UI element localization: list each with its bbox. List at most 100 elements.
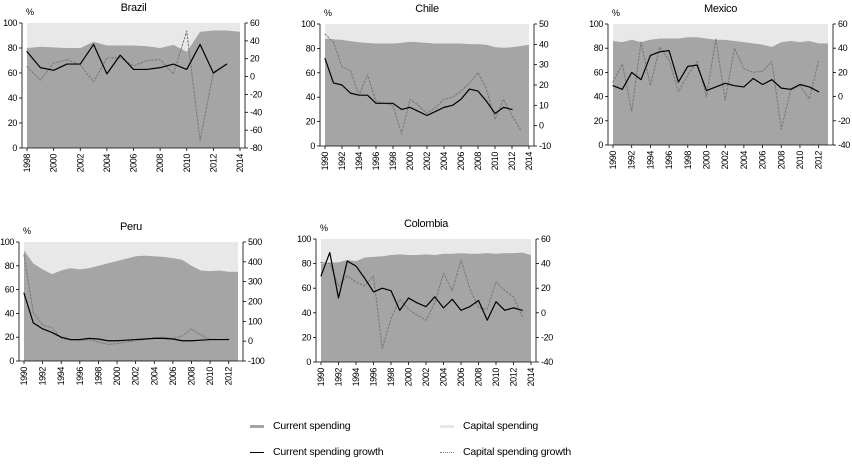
svg-text:100: 100 xyxy=(248,316,262,326)
svg-text:20: 20 xyxy=(541,283,551,293)
svg-text:2000: 2000 xyxy=(405,152,415,171)
svg-text:40: 40 xyxy=(541,259,551,269)
svg-text:0: 0 xyxy=(598,140,603,150)
svg-text:-10: -10 xyxy=(539,141,551,151)
svg-text:2014: 2014 xyxy=(526,368,536,387)
svg-text:20: 20 xyxy=(302,332,312,342)
svg-text:300: 300 xyxy=(248,277,262,287)
svg-text:0: 0 xyxy=(248,336,253,346)
svg-text:40: 40 xyxy=(306,92,316,102)
svg-text:2000: 2000 xyxy=(112,367,122,386)
svg-text:-20: -20 xyxy=(250,89,262,99)
svg-text:2004: 2004 xyxy=(102,154,112,173)
svg-text:20: 20 xyxy=(539,80,549,90)
svg-text:60: 60 xyxy=(8,68,18,78)
svg-text:80: 80 xyxy=(302,259,312,269)
svg-text:2000: 2000 xyxy=(49,154,59,173)
svg-text:20: 20 xyxy=(594,116,604,126)
current-spending-growth-line-marker xyxy=(250,451,264,453)
svg-text:1998: 1998 xyxy=(683,151,693,170)
legend-item-current-spending: Current spending xyxy=(250,420,440,432)
svg-text:0: 0 xyxy=(250,72,255,82)
svg-text:20: 20 xyxy=(5,332,15,342)
legend-item-capital-spending-growth: Capital spending growth xyxy=(440,446,571,458)
svg-text:60: 60 xyxy=(302,283,312,293)
svg-text:40: 40 xyxy=(302,308,312,318)
svg-text:40: 40 xyxy=(594,92,604,102)
svg-text:1990: 1990 xyxy=(316,368,326,387)
svg-text:100: 100 xyxy=(301,19,315,29)
svg-text:1994: 1994 xyxy=(354,152,364,171)
svg-text:0: 0 xyxy=(838,92,843,102)
svg-text:-20: -20 xyxy=(541,332,553,342)
chart-title-brazil: Brazil xyxy=(120,2,147,14)
svg-text:2012: 2012 xyxy=(509,368,519,387)
svg-text:2012: 2012 xyxy=(507,152,517,171)
svg-text:100: 100 xyxy=(297,234,311,244)
svg-text:0: 0 xyxy=(539,121,544,131)
svg-text:20: 20 xyxy=(250,54,260,64)
svg-text:2006: 2006 xyxy=(168,367,178,386)
svg-text:40: 40 xyxy=(838,43,848,53)
svg-text:1996: 1996 xyxy=(371,152,381,171)
svg-text:80: 80 xyxy=(306,43,316,53)
svg-text:1990: 1990 xyxy=(608,151,618,170)
svg-text:100: 100 xyxy=(589,19,603,29)
svg-text:20: 20 xyxy=(838,67,848,77)
svg-text:-20: -20 xyxy=(838,116,850,126)
svg-text:1990: 1990 xyxy=(19,367,29,386)
chart-brazil: Brazil 100 80 60 40 20 0 60 40 20 0 -20 -40 -60 -80 19… xyxy=(0,0,270,205)
svg-text:40: 40 xyxy=(5,308,15,318)
svg-text:2000: 2000 xyxy=(701,151,711,170)
svg-text:20: 20 xyxy=(8,118,18,128)
svg-text:1992: 1992 xyxy=(337,152,347,171)
svg-text:-60: -60 xyxy=(250,125,262,135)
svg-text:40: 40 xyxy=(250,36,260,46)
chart-title-colombia: Colombia xyxy=(403,218,449,230)
svg-text:30: 30 xyxy=(539,60,549,70)
svg-text:2008: 2008 xyxy=(473,152,483,171)
legend-label-current-spending: Current spending xyxy=(273,420,351,432)
svg-text:1992: 1992 xyxy=(38,367,48,386)
svg-text:-40: -40 xyxy=(250,107,262,117)
svg-text:%: % xyxy=(320,223,328,233)
svg-text:2002: 2002 xyxy=(131,367,141,386)
svg-text:%: % xyxy=(324,8,332,18)
svg-text:2002: 2002 xyxy=(421,368,431,387)
svg-text:-40: -40 xyxy=(541,357,553,367)
legend-item-capital-spending: Capital spending xyxy=(440,420,571,432)
svg-text:40: 40 xyxy=(539,39,549,49)
legend-label-current-spending-growth: Current spending growth xyxy=(273,446,384,458)
svg-text:2004: 2004 xyxy=(739,151,749,170)
svg-text:1998: 1998 xyxy=(22,154,32,173)
svg-text:2008: 2008 xyxy=(776,151,786,170)
chart-title-chile: Chile xyxy=(415,3,439,15)
chart-title-mexico: Mexico xyxy=(703,3,738,15)
svg-text:1998: 1998 xyxy=(388,152,398,171)
svg-text:1996: 1996 xyxy=(75,367,85,386)
svg-text:1996: 1996 xyxy=(664,151,674,170)
svg-text:2004: 2004 xyxy=(439,368,449,387)
svg-text:0: 0 xyxy=(541,308,546,318)
svg-text:2002: 2002 xyxy=(422,152,432,171)
svg-text:1998: 1998 xyxy=(93,367,103,386)
svg-text:2012: 2012 xyxy=(224,367,234,386)
legend-item-current-spending-growth: Current spending growth xyxy=(250,446,440,458)
svg-text:1992: 1992 xyxy=(334,368,344,387)
svg-text:60: 60 xyxy=(541,234,551,244)
chart-peru: Peru 100 80 60 40 20 0 500 400 300 200 100 0 -100 199… xyxy=(0,210,270,415)
svg-text:40: 40 xyxy=(8,93,18,103)
svg-text:60: 60 xyxy=(594,67,604,77)
svg-text:2010: 2010 xyxy=(205,367,215,386)
svg-text:0: 0 xyxy=(310,141,315,151)
svg-text:-100: -100 xyxy=(248,356,265,366)
svg-text:80: 80 xyxy=(5,261,15,271)
svg-text:2008: 2008 xyxy=(474,368,484,387)
svg-text:2010: 2010 xyxy=(490,152,500,171)
svg-text:2004: 2004 xyxy=(439,152,449,171)
svg-text:80: 80 xyxy=(594,43,604,53)
